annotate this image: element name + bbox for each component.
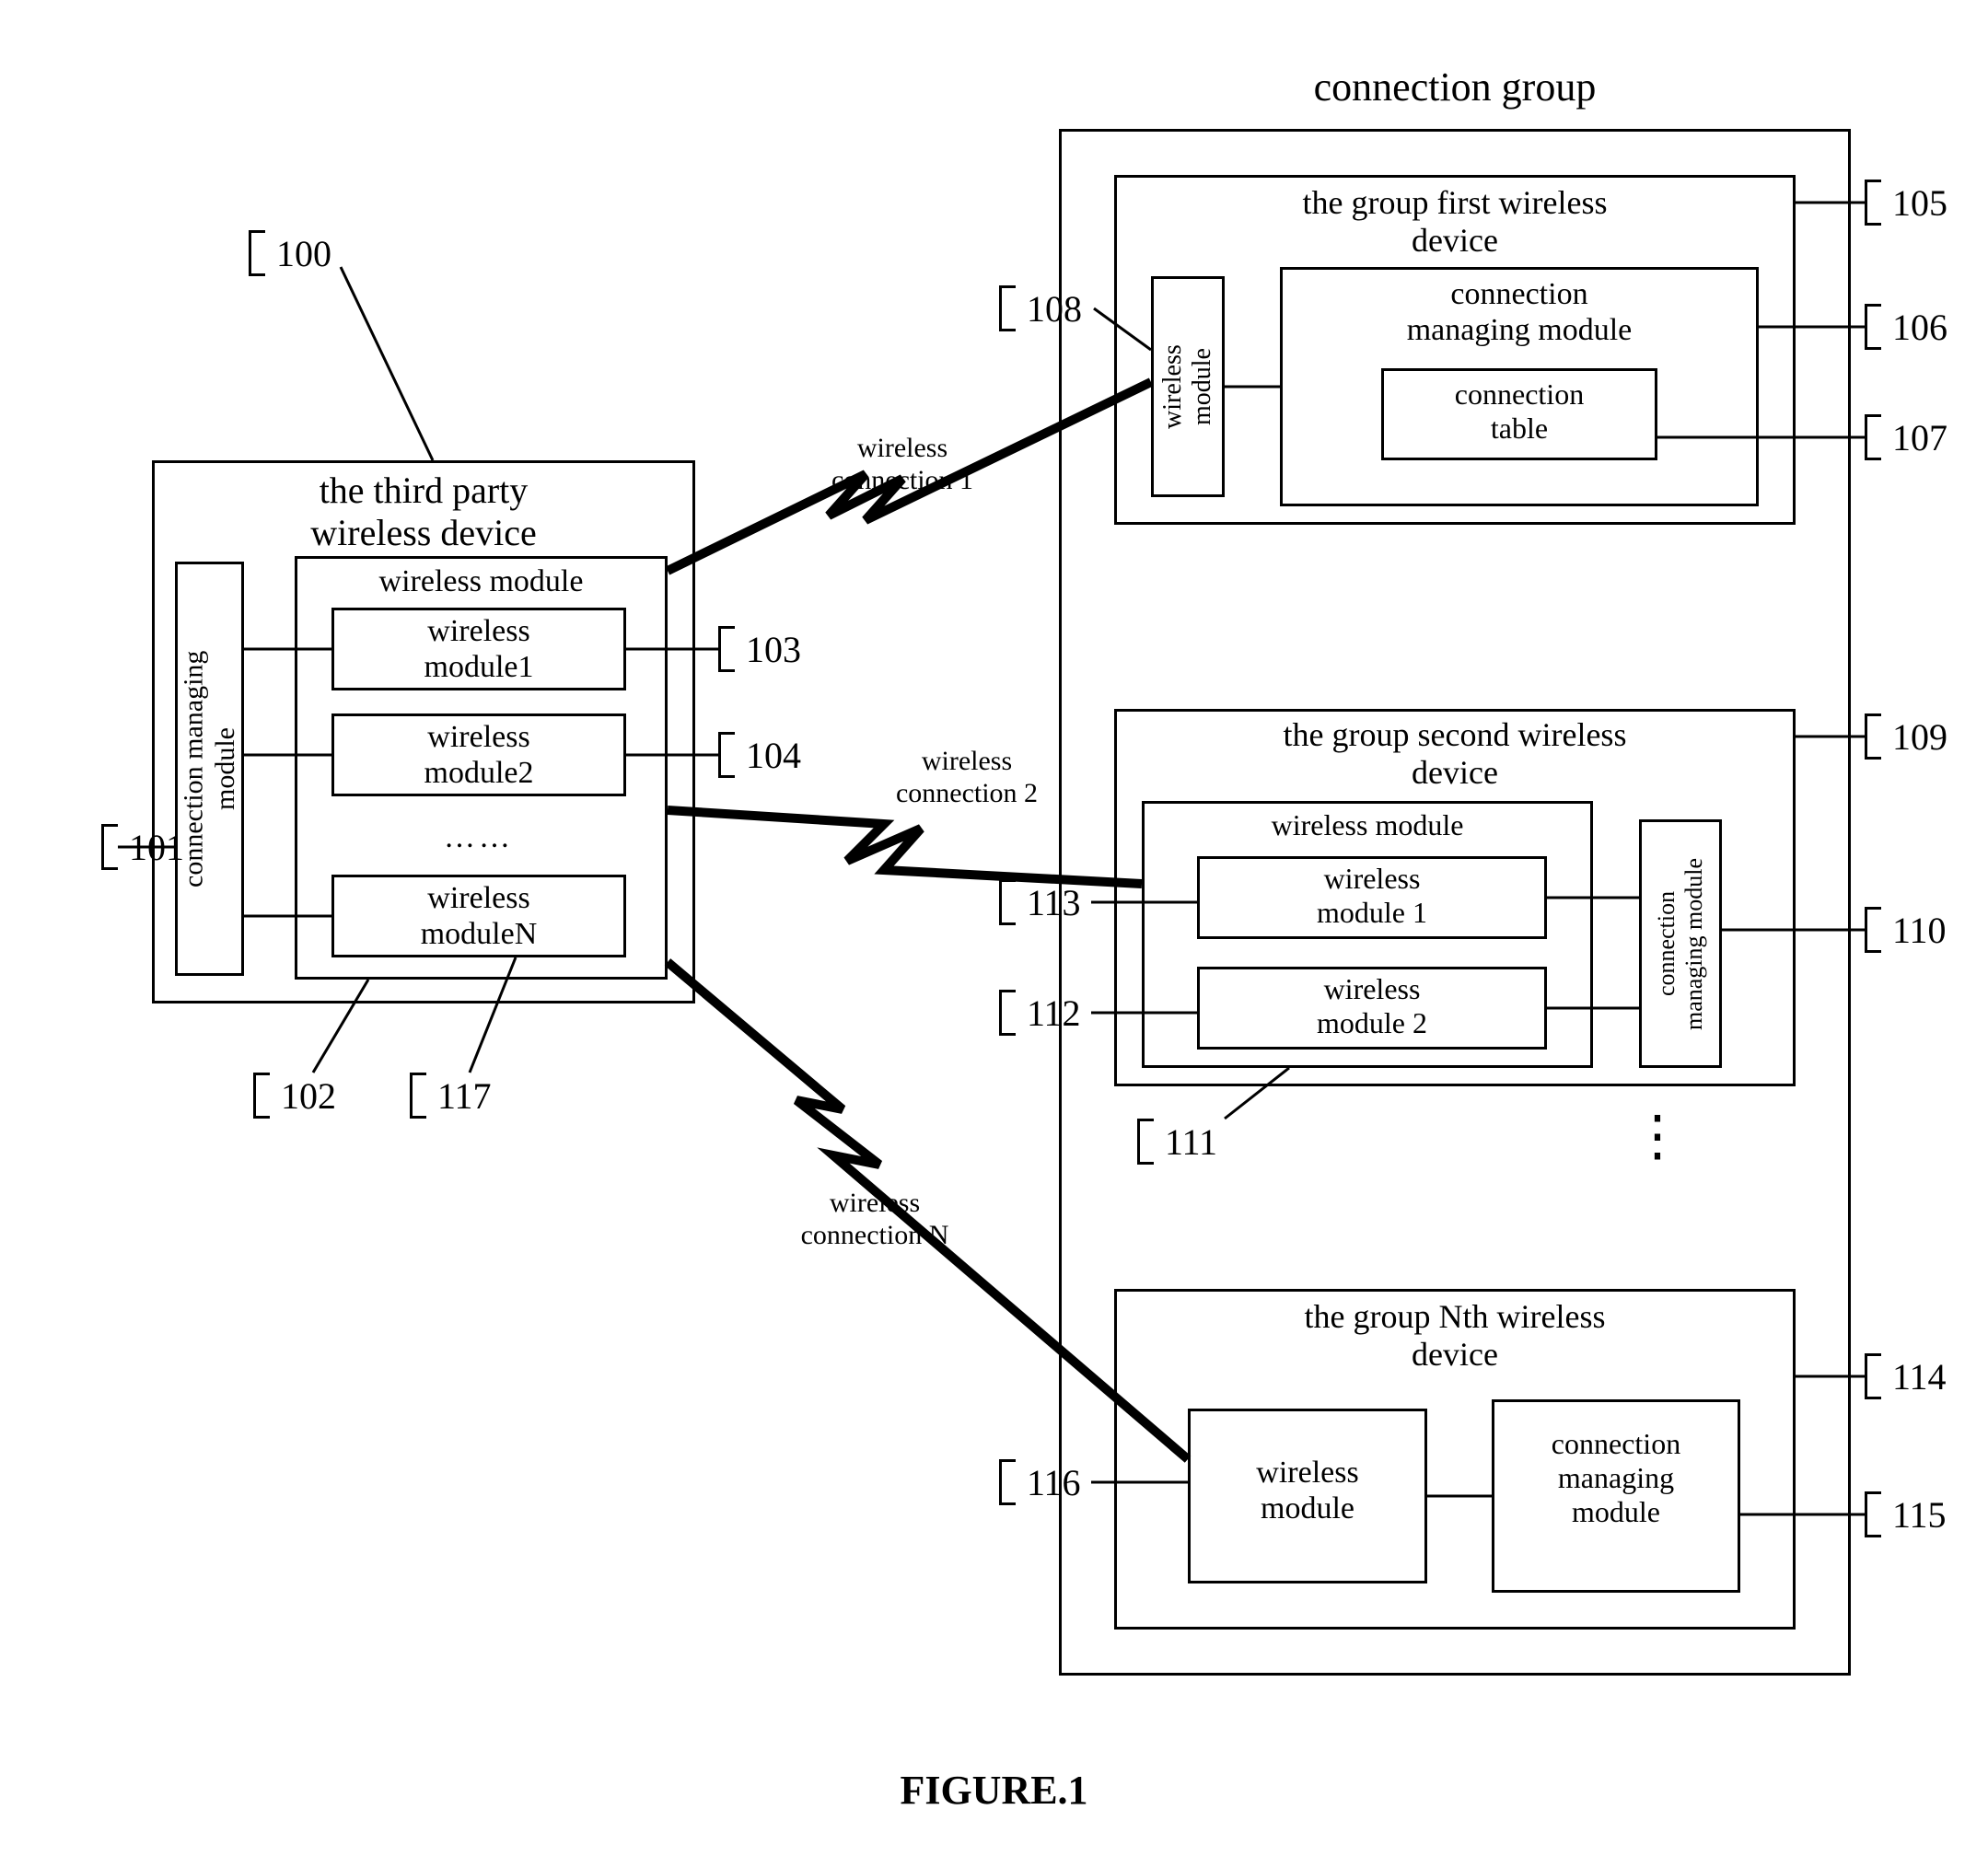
third-party-wireless-module-title: wireless module bbox=[295, 563, 668, 599]
groupN-conn-mgr-label: connection managing module bbox=[1492, 1427, 1740, 1528]
ref-113-bracket bbox=[999, 879, 1016, 925]
ref-115-bracket bbox=[1865, 1491, 1881, 1537]
ref-101: 101 bbox=[129, 826, 184, 869]
group2-wireless-module-title: wireless module bbox=[1142, 808, 1593, 842]
ref-103: 103 bbox=[746, 628, 801, 671]
ref-107-bracket bbox=[1865, 414, 1881, 460]
ref-111: 111 bbox=[1165, 1120, 1217, 1164]
ref-105: 105 bbox=[1892, 181, 1947, 225]
ref-108: 108 bbox=[1027, 287, 1082, 331]
conn-label-1: wireless connection 1 bbox=[764, 433, 1041, 496]
group1-conn-mgr-label: connection managing module bbox=[1280, 276, 1759, 348]
third-party-wmN-label: wireless moduleN bbox=[331, 880, 626, 952]
ref-114-bracket bbox=[1865, 1353, 1881, 1399]
third-party-dots: …… bbox=[331, 819, 626, 855]
ref-102-bracket bbox=[253, 1073, 270, 1119]
ref-104: 104 bbox=[746, 734, 801, 777]
third-party-conn-mgr-label: connection managing module bbox=[181, 575, 238, 962]
ref-110: 110 bbox=[1892, 909, 1947, 952]
ref-116: 116 bbox=[1027, 1461, 1081, 1504]
conn-label-N: wireless connection N bbox=[737, 1188, 1013, 1251]
group2-wm1-label: wireless module 1 bbox=[1197, 862, 1547, 930]
group1-wireless-module-label: wireless module bbox=[1157, 285, 1218, 488]
ref-117: 117 bbox=[437, 1074, 492, 1118]
ref-105-bracket bbox=[1865, 180, 1881, 226]
conn-label-2: wireless connection 2 bbox=[829, 746, 1105, 809]
group2-conn-mgr-label: connection managing module bbox=[1645, 829, 1716, 1059]
third-party-wm2-label: wireless module2 bbox=[331, 719, 626, 791]
ref-109: 109 bbox=[1892, 715, 1947, 759]
diagram-stage: the third party wireless device connecti… bbox=[0, 0, 1988, 1856]
ref-114: 114 bbox=[1892, 1355, 1947, 1398]
groupN-title: the group Nth wireless device bbox=[1114, 1298, 1796, 1375]
group2-title: the group second wireless device bbox=[1114, 716, 1796, 793]
groupN-wireless-module-label: wireless module bbox=[1188, 1455, 1427, 1526]
third-party-title: the third party wireless device bbox=[152, 470, 695, 554]
ref-102: 102 bbox=[281, 1074, 336, 1118]
ref-109-bracket bbox=[1865, 713, 1881, 760]
ref-111-bracket bbox=[1137, 1119, 1154, 1165]
ref-116-bracket bbox=[999, 1459, 1016, 1505]
third-party-wm1-label: wireless module1 bbox=[331, 613, 626, 685]
ref-106: 106 bbox=[1892, 306, 1947, 349]
ref-106-bracket bbox=[1865, 304, 1881, 350]
ref-103-bracket bbox=[718, 626, 735, 672]
ref-117-bracket bbox=[410, 1073, 426, 1119]
connection-group-title: connection group bbox=[1123, 64, 1786, 111]
ref-110-bracket bbox=[1865, 907, 1881, 953]
ref-100-bracket bbox=[249, 230, 265, 276]
ref-101-bracket bbox=[101, 824, 118, 870]
group-vertical-dots: ⋮ bbox=[1630, 1105, 1667, 1168]
ref-107: 107 bbox=[1892, 416, 1947, 459]
ref-115: 115 bbox=[1892, 1493, 1947, 1537]
group2-wm2-label: wireless module 2 bbox=[1197, 972, 1547, 1040]
ref-113: 113 bbox=[1027, 881, 1081, 924]
ref-108-bracket bbox=[999, 285, 1016, 331]
ref-100: 100 bbox=[276, 232, 331, 275]
ref-112: 112 bbox=[1027, 992, 1081, 1035]
ref-104-bracket bbox=[718, 732, 735, 778]
group1-title: the group first wireless device bbox=[1114, 184, 1796, 261]
group1-conn-table-label: connection table bbox=[1381, 377, 1657, 446]
figure-caption: FIGURE.1 bbox=[0, 1768, 1988, 1815]
ref-112-bracket bbox=[999, 990, 1016, 1036]
